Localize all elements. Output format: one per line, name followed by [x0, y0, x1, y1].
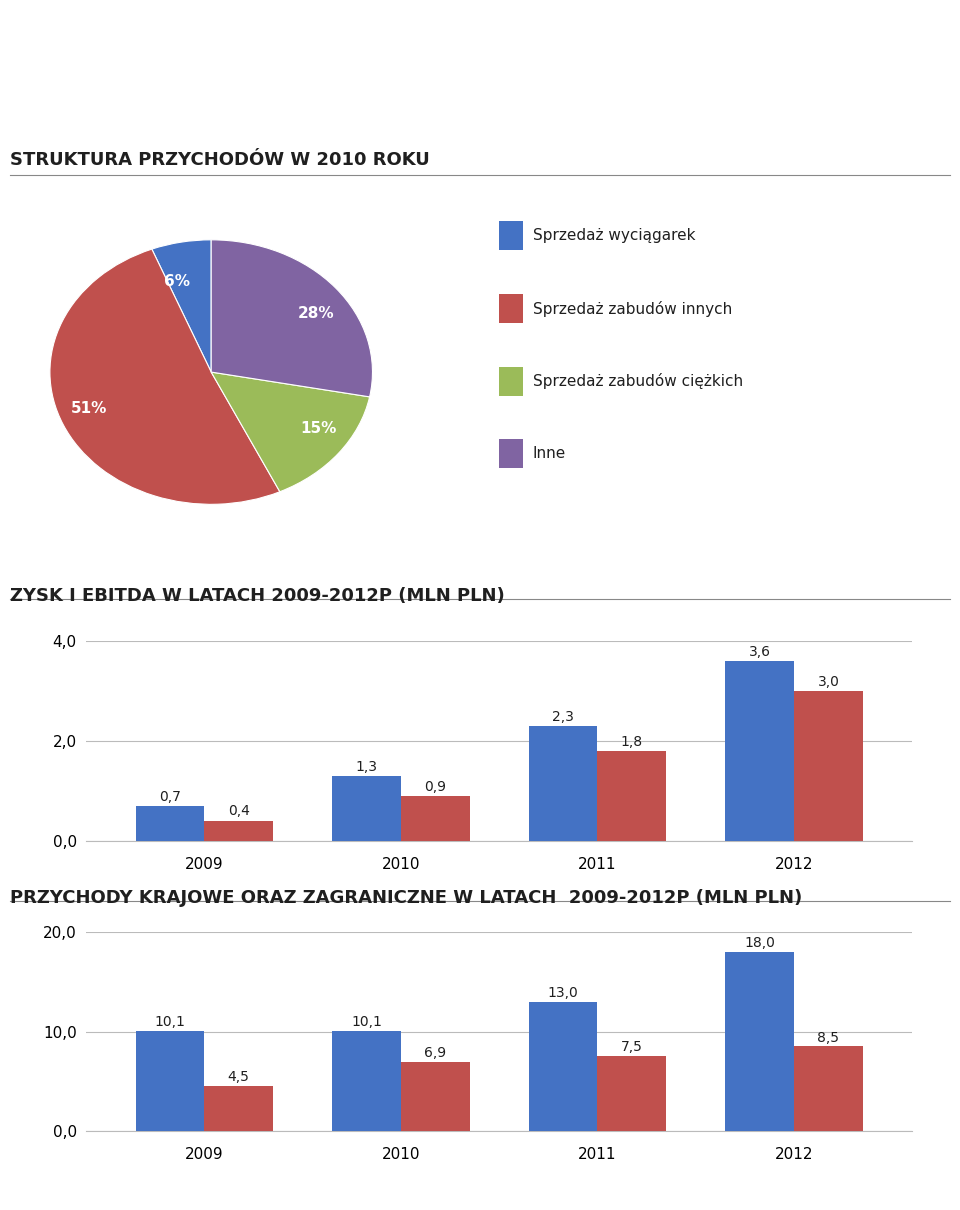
Text: 10,1: 10,1	[155, 1014, 185, 1028]
Text: 8,5: 8,5	[818, 1031, 839, 1044]
Text: Sprzedaż wyciągarek: Sprzedaż wyciągarek	[533, 229, 695, 243]
Text: 1,3: 1,3	[355, 760, 377, 773]
Text: 4,5: 4,5	[228, 1071, 250, 1084]
Text: 28%: 28%	[299, 306, 335, 321]
Text: 18,0: 18,0	[744, 935, 775, 950]
Bar	[725, 662, 794, 841]
Text: 0,4: 0,4	[228, 805, 250, 818]
Wedge shape	[211, 240, 372, 397]
Bar	[794, 1047, 863, 1131]
Bar	[597, 751, 666, 841]
Text: 2,3: 2,3	[552, 709, 574, 724]
Text: ZYSK I EBITDA W LATACH 2009-2012P (MLN PLN): ZYSK I EBITDA W LATACH 2009-2012P (MLN P…	[10, 587, 504, 605]
Bar	[204, 820, 274, 841]
Text: 1,8: 1,8	[621, 734, 643, 749]
Bar	[597, 1056, 666, 1131]
Text: 51%: 51%	[71, 402, 108, 416]
Wedge shape	[50, 249, 280, 505]
Wedge shape	[152, 240, 211, 373]
Bar	[401, 796, 469, 841]
Text: 6%: 6%	[164, 273, 190, 289]
Bar	[332, 1031, 401, 1131]
Bar	[135, 806, 204, 841]
Text: 10,1: 10,1	[351, 1014, 382, 1028]
Bar	[794, 691, 863, 841]
Bar	[135, 1031, 204, 1131]
Text: STRUKTURA PRZYCHODÓW W 2010 ROKU: STRUKTURA PRZYCHODÓW W 2010 ROKU	[10, 151, 429, 169]
Bar	[204, 1087, 274, 1131]
Text: Inne: Inne	[533, 446, 566, 461]
Text: 0,9: 0,9	[424, 779, 446, 794]
Text: Sprzedaż zabudów ciężkich: Sprzedaż zabudów ciężkich	[533, 373, 743, 390]
Legend: EBITDA, ZYSK NETTO: EBITDA, ZYSK NETTO	[372, 929, 627, 957]
Text: PRZYCHODY KRAJOWE ORAZ ZAGRANICZNE W LATACH  2009-2012P (MLN PLN): PRZYCHODY KRAJOWE ORAZ ZAGRANICZNE W LAT…	[10, 889, 802, 908]
Text: 3,6: 3,6	[749, 645, 771, 658]
Text: Sprzedaż zabudów innych: Sprzedaż zabudów innych	[533, 300, 732, 317]
Text: 6,9: 6,9	[424, 1047, 446, 1060]
Text: 0,7: 0,7	[159, 789, 180, 803]
Text: 15%: 15%	[300, 421, 337, 437]
Text: 13,0: 13,0	[548, 986, 579, 999]
Wedge shape	[211, 373, 370, 491]
Text: 3,0: 3,0	[818, 675, 839, 688]
Bar	[529, 1002, 597, 1131]
Bar	[529, 726, 597, 841]
Bar	[332, 776, 401, 841]
Bar	[401, 1062, 469, 1131]
Text: 7,5: 7,5	[621, 1041, 643, 1054]
Bar	[725, 951, 794, 1131]
